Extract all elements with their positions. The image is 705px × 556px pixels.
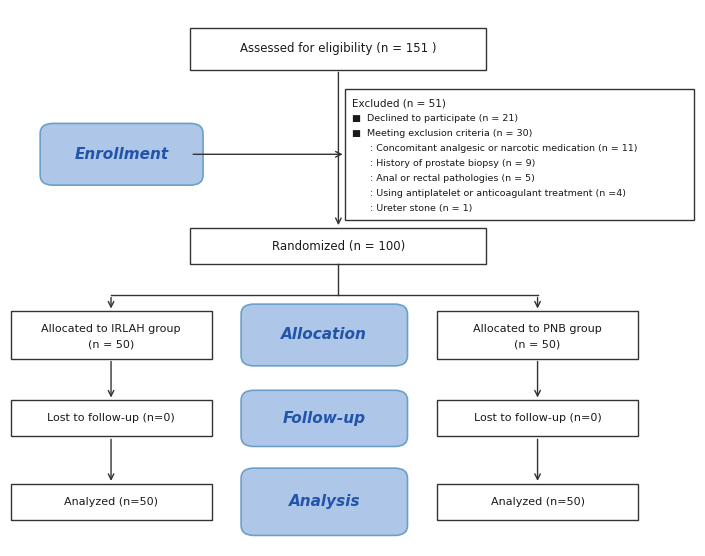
FancyBboxPatch shape — [11, 484, 211, 520]
Text: Analyzed (n=50): Analyzed (n=50) — [64, 497, 158, 507]
FancyBboxPatch shape — [241, 468, 407, 535]
Text: Enrollment: Enrollment — [75, 147, 168, 162]
Text: (n = 50): (n = 50) — [515, 340, 560, 349]
Text: Lost to follow-up (n=0): Lost to follow-up (n=0) — [474, 414, 601, 423]
Text: Lost to follow-up (n=0): Lost to follow-up (n=0) — [47, 414, 175, 423]
FancyBboxPatch shape — [241, 304, 407, 366]
FancyBboxPatch shape — [190, 228, 486, 264]
FancyBboxPatch shape — [437, 484, 638, 520]
Text: ■  Meeting exclusion criteria (n = 30): ■ Meeting exclusion criteria (n = 30) — [352, 129, 533, 138]
Text: Allocated to PNB group: Allocated to PNB group — [473, 324, 602, 334]
Text: Allocation: Allocation — [281, 327, 367, 342]
Text: ■  Declined to participate (n = 21): ■ Declined to participate (n = 21) — [352, 114, 519, 123]
FancyBboxPatch shape — [11, 400, 211, 436]
Text: : Anal or rectal pathologies (n = 5): : Anal or rectal pathologies (n = 5) — [352, 174, 535, 183]
FancyBboxPatch shape — [241, 390, 407, 446]
Text: Analyzed (n=50): Analyzed (n=50) — [491, 497, 584, 507]
FancyBboxPatch shape — [345, 89, 694, 220]
FancyBboxPatch shape — [40, 123, 203, 185]
Text: Follow-up: Follow-up — [283, 411, 366, 426]
Text: Allocated to IRLAH group: Allocated to IRLAH group — [42, 324, 180, 334]
FancyBboxPatch shape — [190, 28, 486, 70]
Text: : Concomitant analgesic or narcotic medication (n = 11): : Concomitant analgesic or narcotic medi… — [352, 144, 638, 153]
Text: (n = 50): (n = 50) — [88, 340, 134, 349]
FancyBboxPatch shape — [437, 311, 638, 359]
Text: : Using antiplatelet or anticoagulant treatment (n =4): : Using antiplatelet or anticoagulant tr… — [352, 189, 627, 198]
Text: Assessed for eligibility (n = 151 ): Assessed for eligibility (n = 151 ) — [240, 42, 436, 55]
Text: Excluded (n = 51): Excluded (n = 51) — [352, 99, 446, 109]
FancyBboxPatch shape — [11, 311, 211, 359]
Text: Analysis: Analysis — [288, 494, 360, 509]
FancyBboxPatch shape — [437, 400, 638, 436]
Text: : History of prostate biopsy (n = 9): : History of prostate biopsy (n = 9) — [352, 159, 536, 168]
Text: Randomized (n = 100): Randomized (n = 100) — [271, 240, 405, 252]
Text: : Ureter stone (n = 1): : Ureter stone (n = 1) — [352, 204, 473, 213]
